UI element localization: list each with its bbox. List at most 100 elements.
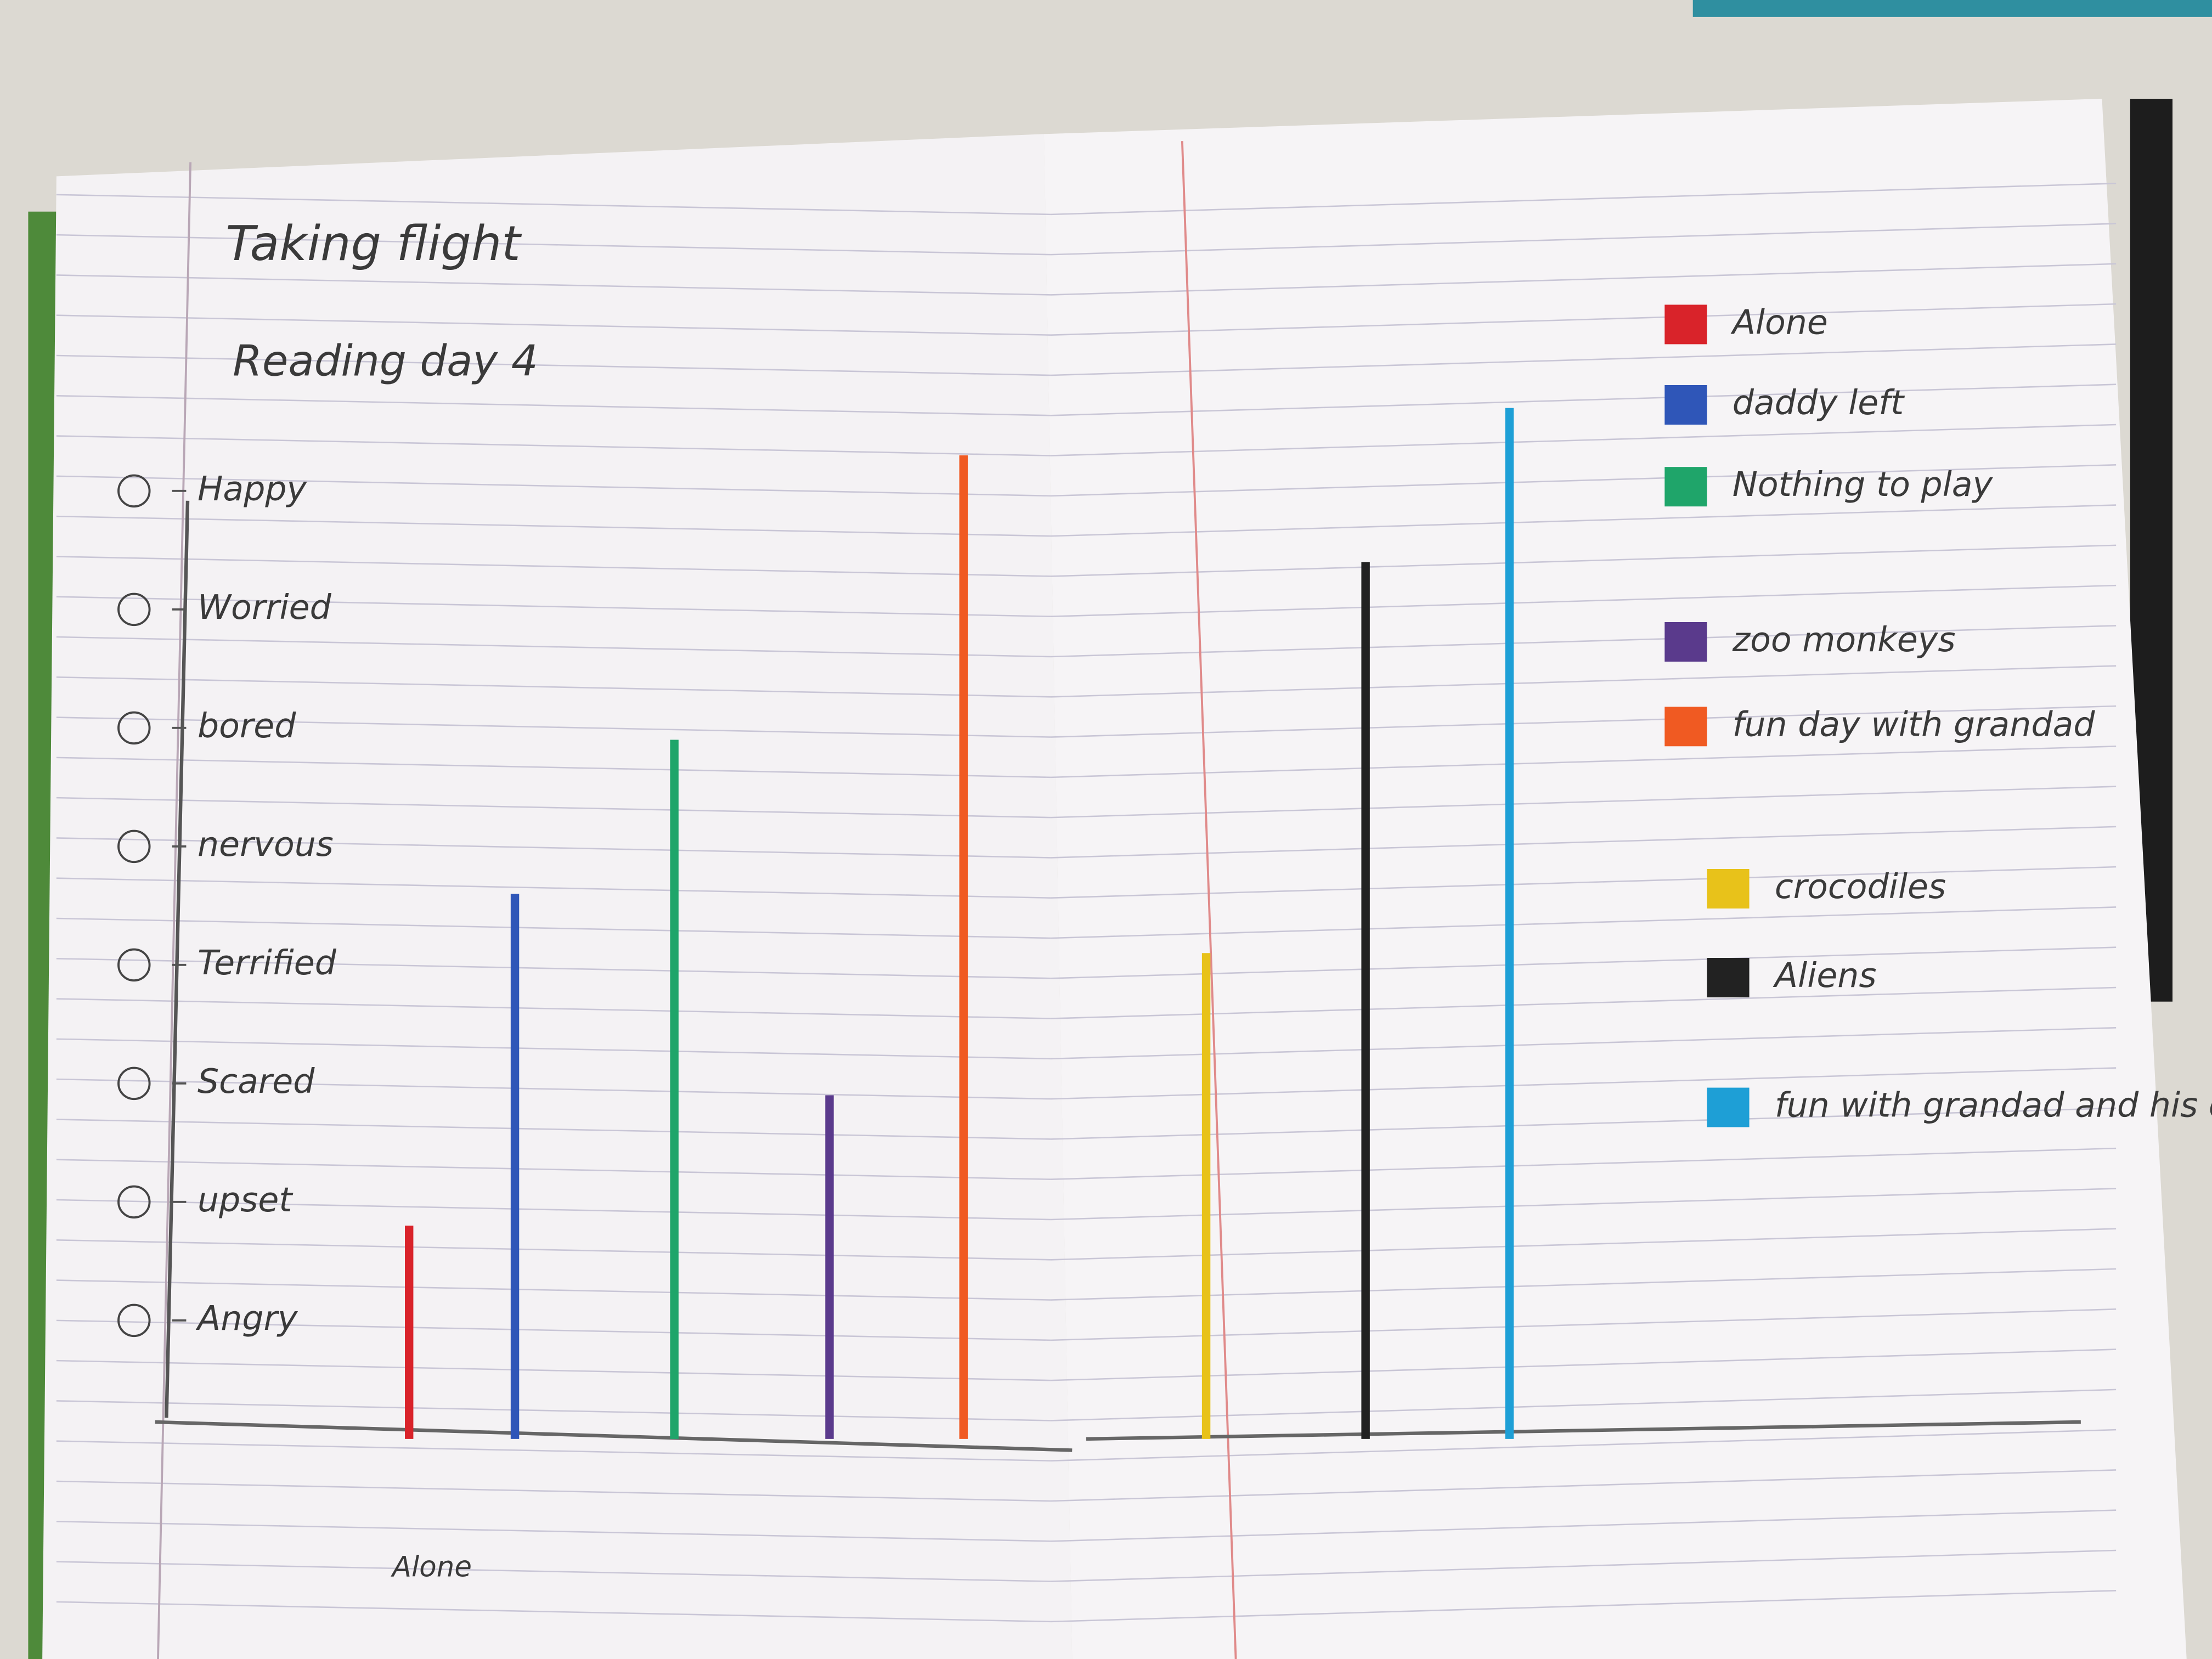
rule-line	[1051, 786, 2117, 819]
rule-line	[1051, 746, 2117, 778]
rule-line	[1051, 424, 2117, 456]
rule-line	[1051, 343, 2117, 376]
rule-line	[1051, 183, 2117, 216]
rule-line	[56, 1601, 1051, 1623]
rule-line	[56, 475, 1051, 497]
rule-line	[1051, 1107, 2117, 1140]
rule-line	[1051, 1348, 2117, 1381]
rule-line	[56, 716, 1051, 738]
legend-swatch	[1664, 385, 1707, 425]
face-icon	[117, 474, 151, 508]
legend-label: daddy left	[1733, 383, 1905, 422]
rule-line	[56, 1359, 1051, 1381]
annotation: Alone	[391, 1550, 472, 1583]
y-tick-label: Angry	[195, 1299, 298, 1338]
rule-line	[1051, 946, 2117, 979]
book-edge	[1692, 0, 2212, 17]
bar	[1505, 408, 1514, 1439]
y-tick-label: bored	[198, 706, 296, 746]
rule-line	[1051, 1147, 2117, 1180]
bar	[510, 894, 520, 1439]
face-icon	[117, 711, 151, 745]
legend-swatch	[1664, 304, 1707, 345]
rule-line	[1051, 1308, 2117, 1341]
rule-line	[1051, 383, 2117, 416]
rule-line	[1051, 504, 2117, 537]
legend-label: Aliens	[1773, 956, 1877, 995]
rule-line	[1051, 1509, 2117, 1542]
face-icon	[117, 1185, 151, 1219]
y-tick-label: Worried	[198, 588, 332, 627]
legend-swatch	[1664, 467, 1707, 507]
rule-line	[56, 515, 1051, 537]
rule-line	[56, 395, 1051, 416]
legend-label: crocodiles	[1775, 867, 1946, 906]
rule-line	[1051, 1067, 2117, 1100]
rule-line	[1051, 1469, 2117, 1502]
legend-swatch	[1707, 1087, 1750, 1127]
rule-line	[1051, 263, 2117, 296]
rule-line	[56, 1199, 1051, 1221]
rule-line	[1051, 1389, 2117, 1421]
x-axis	[155, 1420, 1073, 1452]
rule-line	[56, 1279, 1051, 1301]
rule-line	[56, 354, 1051, 376]
rule-line	[56, 1521, 1051, 1542]
bar	[405, 1226, 414, 1439]
rule-line	[56, 797, 1051, 819]
rule-line	[56, 837, 1051, 859]
y-tick-label: upset	[198, 1180, 294, 1220]
bar	[959, 455, 968, 1439]
rule-line	[1051, 1027, 2117, 1060]
rule-line	[1051, 986, 2117, 1019]
rule-line	[56, 1561, 1051, 1582]
bar	[825, 1095, 834, 1439]
rule-line	[56, 1440, 1051, 1462]
chart-subtitle: Reading day 4	[233, 336, 538, 386]
rule-line	[56, 676, 1051, 698]
rule-line	[1051, 1268, 2117, 1301]
rule-line	[56, 1239, 1051, 1261]
rule-line	[56, 958, 1051, 979]
rule-line	[1051, 826, 2117, 859]
rule-line	[1051, 1549, 2117, 1582]
page-rules	[56, 183, 2117, 1623]
y-tick-label: nervous	[198, 825, 334, 864]
rule-line	[56, 1400, 1051, 1421]
rule-line	[56, 917, 1051, 939]
chart: Angry upset Scared Terrified nervous bored Wor…	[117, 303, 2212, 1439]
legend-swatch	[1707, 869, 1750, 909]
rule-line	[56, 435, 1051, 456]
rule-line	[56, 877, 1051, 899]
bar	[670, 740, 679, 1439]
legend-label: Alone	[1730, 303, 1828, 342]
y-tick-label: Scared	[198, 1062, 315, 1101]
rule-line	[1051, 223, 2117, 256]
margin-line	[157, 162, 192, 1659]
rule-line	[1051, 544, 2117, 577]
rule-line	[1051, 584, 2117, 617]
rule-line	[56, 314, 1051, 336]
rule-line	[1051, 464, 2117, 497]
face-icon	[117, 1066, 151, 1101]
rule-line	[1051, 705, 2117, 738]
rule-line	[1051, 665, 2117, 698]
legend-swatch	[1664, 622, 1707, 662]
rule-line	[56, 1119, 1051, 1140]
rule-line	[1051, 1188, 2117, 1221]
rule-line	[1051, 1590, 2117, 1623]
face-icon	[117, 1304, 151, 1338]
bar	[1361, 562, 1370, 1439]
legend-swatch	[1707, 958, 1750, 997]
right-page	[1043, 99, 2187, 1659]
rule-line	[1051, 303, 2117, 336]
rule-line	[56, 1078, 1051, 1100]
rule-line	[56, 194, 1051, 216]
rule-line	[56, 1319, 1051, 1341]
rule-line	[56, 274, 1051, 296]
left-page	[42, 134, 1073, 1659]
rule-line	[1051, 866, 2117, 899]
chart-title: Taking flight	[225, 216, 522, 272]
